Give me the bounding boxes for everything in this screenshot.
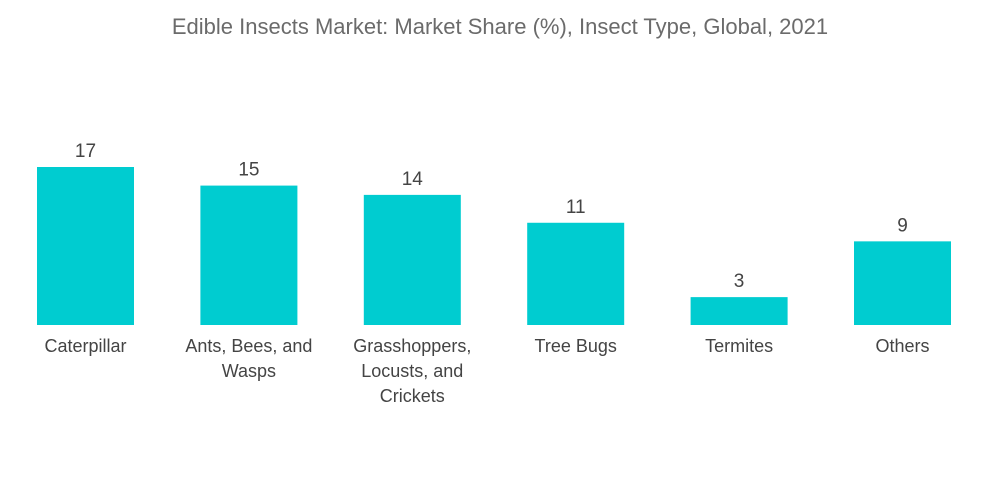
bar [37,167,134,325]
bar [854,241,951,325]
data-label: 11 [566,197,586,218]
category-label: Caterpillar [44,336,126,356]
category-label: Wasps [222,361,276,381]
category-label: Grasshoppers, [353,336,471,356]
bar [690,297,788,325]
category-label: Crickets [380,386,445,406]
data-label: 14 [402,169,424,190]
bar [363,194,461,325]
category-label: Locusts, and [361,361,463,381]
data-label: 9 [897,215,908,236]
data-label: 15 [238,160,259,181]
category-label: Others [875,336,929,356]
bar [527,222,625,325]
data-label: 3 [734,271,745,292]
category-label: Termites [705,336,773,356]
bar [200,185,298,325]
category-label: Ants, Bees, and [185,336,312,356]
chart-title: Edible Insects Market: Market Share (%),… [171,14,829,39]
category-label: Tree Bugs [535,336,617,356]
data-label: 17 [75,141,96,162]
